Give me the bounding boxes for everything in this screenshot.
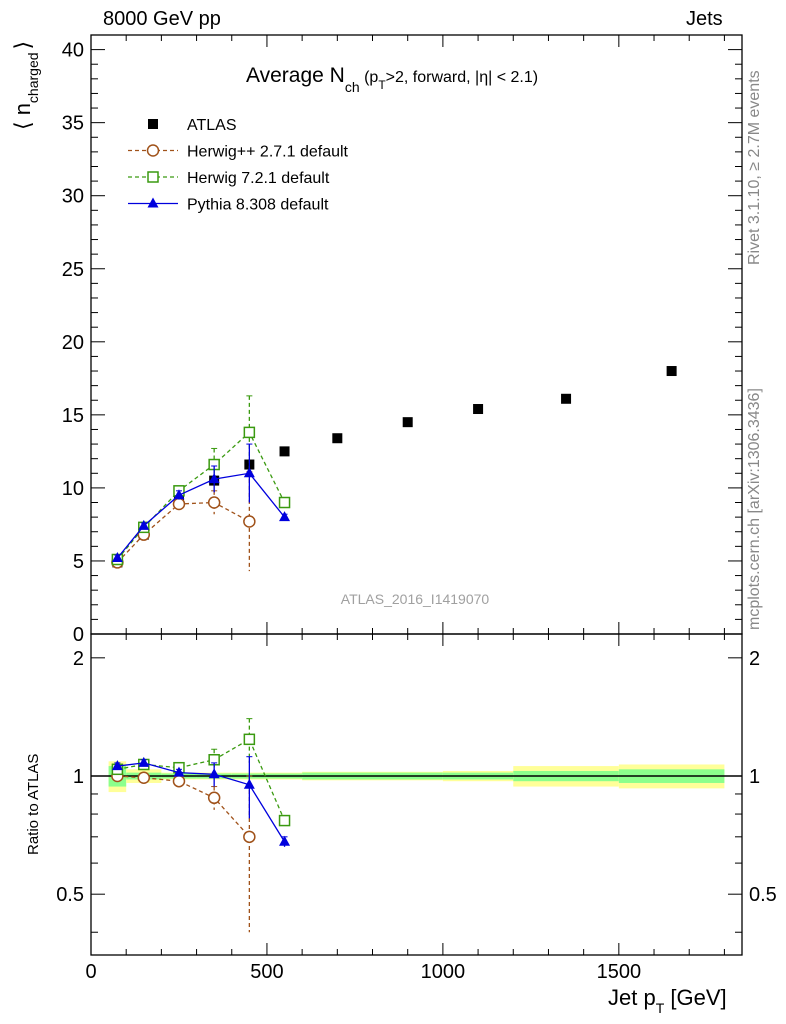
data-point xyxy=(172,497,186,511)
data-point xyxy=(111,760,123,771)
data-point xyxy=(138,519,150,530)
y-tick-label: 0 xyxy=(73,624,84,646)
legend-label: Herwig 7.2.1 default xyxy=(187,170,330,187)
xlabel-main: Jet p xyxy=(608,985,656,1010)
data-point xyxy=(332,433,343,444)
y-tick-label: 5 xyxy=(73,551,84,573)
ratio-y-tick-label-right: 1 xyxy=(749,766,760,788)
data-point xyxy=(243,733,256,746)
data-point xyxy=(173,489,185,500)
main-ylabel: ⟨ ncharged ⟩ xyxy=(10,41,41,130)
title-rest-sub: T xyxy=(378,78,386,92)
data-point xyxy=(147,197,159,208)
y-tick-label: 30 xyxy=(62,186,84,208)
data-point xyxy=(172,774,186,788)
data-point xyxy=(138,756,150,767)
data-point xyxy=(207,496,221,509)
ratio-frame xyxy=(90,633,743,956)
series-line xyxy=(116,472,286,559)
data-point xyxy=(148,119,158,129)
data-point xyxy=(279,446,290,457)
ylabel-close: ⟩ xyxy=(10,41,35,50)
data-point xyxy=(146,144,160,157)
data-point xyxy=(278,496,291,509)
ratio-y-tick-label: 0.5 xyxy=(56,884,84,906)
data-point xyxy=(243,467,255,478)
data-point xyxy=(208,473,220,484)
series-line xyxy=(116,501,250,563)
title-rest-b: >2, forward, |η| < 2.1) xyxy=(386,69,538,86)
data-point xyxy=(279,511,291,522)
legend: ATLAS Herwig++ 2.7.1 default Herwig 7.2.1 … xyxy=(128,117,349,214)
x-tick-label: 500 xyxy=(250,961,283,983)
data-point xyxy=(402,417,413,428)
ratio-series-line xyxy=(117,762,286,843)
series-line xyxy=(116,431,286,560)
y-tick-label: 35 xyxy=(62,113,84,135)
x-tick-label: 0 xyxy=(85,961,96,983)
data-point xyxy=(243,426,256,439)
xlabel-unit: [GeV] xyxy=(664,985,726,1010)
ratio-y-tick-label-right: 0.5 xyxy=(749,884,777,906)
legend-label: ATLAS xyxy=(187,117,237,134)
data-point xyxy=(243,830,256,844)
y-tick-label: 40 xyxy=(62,40,84,62)
ylabel-sub: charged xyxy=(25,52,41,103)
header-process: 8000 GeV pp xyxy=(103,8,221,30)
data-point xyxy=(243,778,255,789)
data-point xyxy=(147,171,159,183)
ratio-panel: 0 500 1000 1500 0.5 0.5 1 1 2 2 xyxy=(56,633,777,983)
analysis-watermark: ATLAS_2016_I1419070 xyxy=(341,591,490,607)
ratio-series-line xyxy=(117,775,250,838)
data-point xyxy=(561,393,572,404)
x-tick-label: 1500 xyxy=(597,961,642,983)
data-point xyxy=(666,366,677,377)
ylabel-open: ⟨ n xyxy=(10,103,35,130)
data-point xyxy=(173,766,185,777)
xlabel-sub: T xyxy=(656,1000,665,1016)
ratio-y-tick-label-right: 2 xyxy=(749,648,760,670)
legend-label: Pythia 8.308 default xyxy=(187,197,329,214)
title-rest-a: (p xyxy=(360,69,379,86)
ratio-y-tick-label: 2 xyxy=(73,648,84,670)
y-tick-label: 15 xyxy=(62,405,84,427)
header-category: Jets xyxy=(686,8,723,30)
data-point xyxy=(243,515,256,528)
ratio-ylabel: Ratio to ATLAS xyxy=(25,754,42,855)
legend-label: Herwig++ 2.7.1 default xyxy=(187,144,349,161)
ratio-y-tick-label: 1 xyxy=(73,766,84,788)
chart-title: Average Nch (pT>2, forward, |η| < 2.1) xyxy=(246,64,538,95)
y-tick-label: 25 xyxy=(62,259,84,281)
data-point xyxy=(473,404,484,415)
data-point xyxy=(208,768,220,779)
data-point xyxy=(279,835,291,846)
data-point xyxy=(278,814,291,827)
title-main: Average N xyxy=(246,64,345,87)
data-point xyxy=(111,552,123,563)
y-tick-label: 20 xyxy=(62,332,84,354)
data-point xyxy=(207,791,221,805)
y-tick-label: 10 xyxy=(62,478,84,500)
title-main-sub: ch xyxy=(345,79,360,95)
main-panel: 0 5 10 15 20 25 30 35 40 xyxy=(62,34,743,646)
xlabel: Jet pT [GeV] xyxy=(608,985,727,1016)
data-point xyxy=(137,771,151,784)
x-tick-label: 1000 xyxy=(421,961,466,983)
